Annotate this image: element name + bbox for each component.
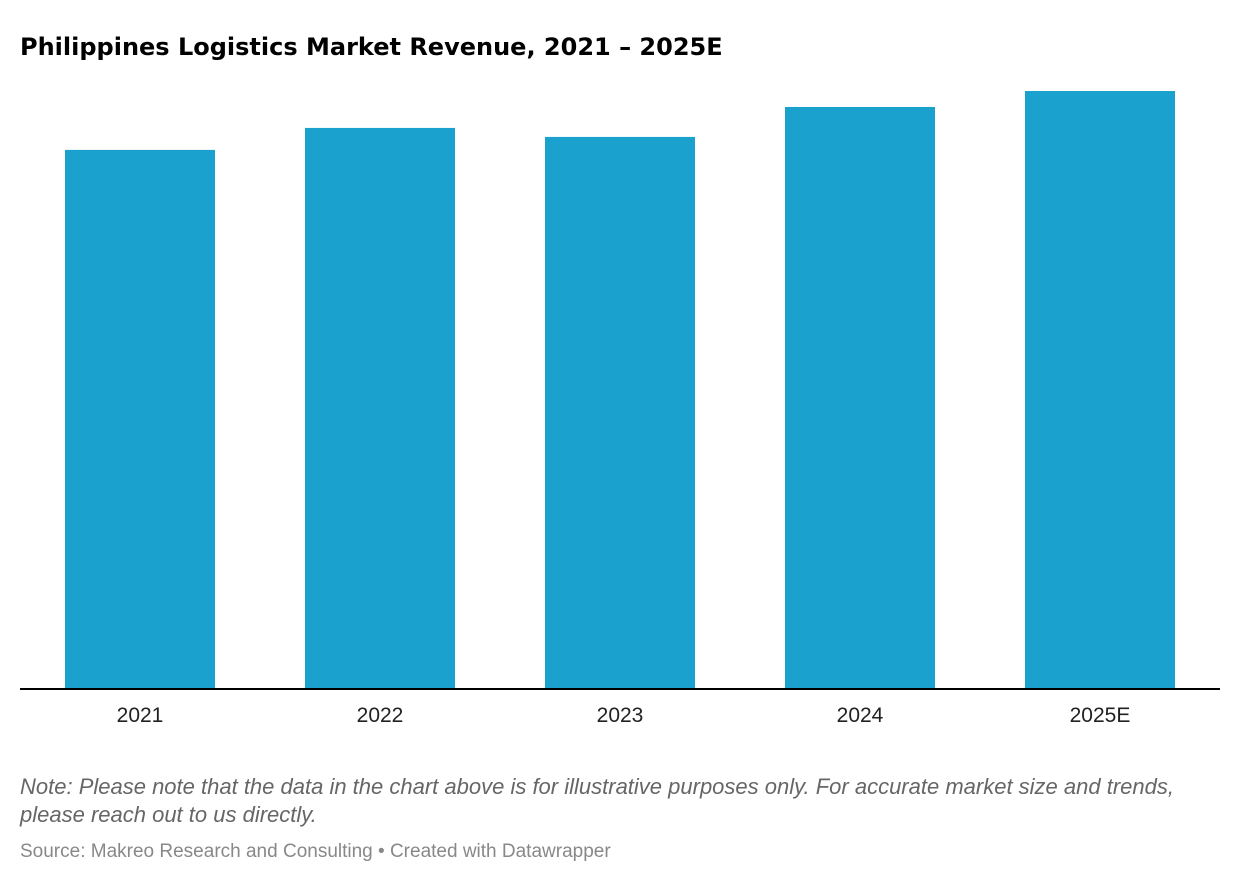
bar-2024 [785, 106, 935, 689]
x-tick-labels: 2021 2022 2023 2024 2025E [117, 704, 1131, 727]
x-tick-label-2024: 2024 [837, 704, 884, 727]
bar-2023 [545, 136, 695, 690]
bar-2021 [65, 149, 215, 689]
x-tick-label-2025E: 2025E [1070, 704, 1131, 727]
bar-2022 [305, 127, 455, 690]
chart-note: Note: Please note that the data in the c… [20, 774, 1174, 827]
bar-2025E [1025, 90, 1175, 689]
bar-chart: 2021 2022 2023 2024 2025E [20, 90, 1220, 727]
x-tick-label-2023: 2023 [597, 704, 644, 727]
bars-group [65, 90, 1175, 690]
x-tick-label-2022: 2022 [357, 704, 404, 727]
chart-source: Source: Makreo Research and Consulting •… [20, 841, 611, 862]
x-tick-label-2021: 2021 [117, 704, 164, 727]
chart-title: Philippines Logistics Market Revenue, 20… [20, 33, 723, 61]
